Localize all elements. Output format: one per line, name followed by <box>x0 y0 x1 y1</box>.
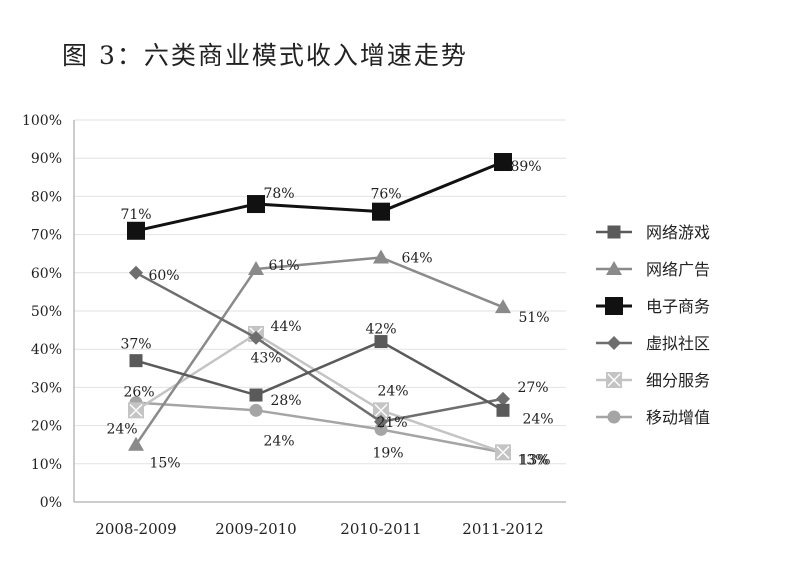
data-label: 13% <box>519 452 550 468</box>
marker-x-square <box>606 372 622 388</box>
marker-x-square <box>128 402 144 419</box>
series-line <box>135 160 504 233</box>
data-label: 24% <box>263 433 294 449</box>
y-tick-label: 100% <box>22 113 62 129</box>
marker-triangle <box>248 260 264 275</box>
data-label: 60% <box>148 268 179 284</box>
marker-square <box>127 221 145 240</box>
marker-diamond <box>374 414 388 429</box>
y-tick-label: 40% <box>31 342 62 358</box>
marker-circle <box>374 422 388 436</box>
marker-diamond <box>496 391 510 406</box>
marker-square <box>129 354 143 368</box>
series-line <box>135 340 504 412</box>
x-tick-label: 2009-2010 <box>215 520 296 538</box>
data-label: 15% <box>149 456 180 472</box>
data-label: 71% <box>120 207 151 223</box>
data-label: 78% <box>263 186 294 202</box>
legend-label: 电子商务 <box>646 297 710 316</box>
axes: 0% 10% 20% 30% 40% 50% 60% 70% 80% 90% 100% 2008-20… <box>22 113 566 538</box>
data-label: 13% <box>517 452 548 468</box>
legend-item: 电子商务 <box>596 297 710 316</box>
marker-x-square-cross <box>374 403 388 417</box>
marker-circle <box>607 410 621 424</box>
data-label: 37% <box>120 337 151 353</box>
legend-label: 网络广告 <box>646 260 710 279</box>
marker-x-square <box>373 402 389 419</box>
marker-diamond <box>129 265 143 280</box>
data-label: 24% <box>522 411 553 427</box>
series-line <box>135 401 504 454</box>
x-tick-label: 2011-2012 <box>462 520 543 538</box>
marker-triangle <box>495 299 511 314</box>
legend-label: 网络游戏 <box>646 223 710 242</box>
marker-x-square-cross <box>607 373 621 387</box>
x-tick-label: 2010-2011 <box>340 520 421 538</box>
y-tick-label: 20% <box>31 419 62 435</box>
marker-square <box>249 388 263 402</box>
legend-item: 移动增值 <box>596 408 710 427</box>
marker-x-square <box>495 444 511 461</box>
marker-square <box>374 335 388 349</box>
series-line <box>135 332 504 454</box>
grid-lines <box>74 119 566 503</box>
marker-diamond <box>607 336 621 350</box>
marker-square <box>494 153 512 172</box>
y-tick-label: 10% <box>31 457 62 473</box>
data-labels: 37% 28% 42% 24% 15% 61% 64% 51% 71% 78% 76% 89% 60% 4… <box>106 159 553 472</box>
marker-triangle <box>606 261 622 275</box>
data-label: 21% <box>376 415 407 431</box>
legend-label: 移动增值 <box>646 408 710 427</box>
legend-label: 虚拟社区 <box>646 334 710 353</box>
marker-square <box>247 195 265 214</box>
x-tick-label: 2008-2009 <box>95 520 176 538</box>
data-label: 61% <box>268 258 299 274</box>
data-label: 24% <box>377 383 408 399</box>
y-tick-label: 70% <box>31 228 62 244</box>
data-label: 89% <box>510 159 541 175</box>
legend-item: 网络游戏 <box>596 223 710 242</box>
y-tick-label: 60% <box>31 266 62 282</box>
legend-item: 细分服务 <box>596 371 710 390</box>
legend-item: 虚拟社区 <box>596 334 710 353</box>
marker-square <box>607 225 621 239</box>
y-tick-label: 80% <box>31 189 62 205</box>
data-label: 76% <box>370 187 401 203</box>
y-tick-label: 50% <box>31 304 62 320</box>
series-line <box>135 271 504 424</box>
marker-square <box>496 403 510 417</box>
y-tick-label: 90% <box>31 151 62 167</box>
data-label: 28% <box>270 393 301 409</box>
y-tick-label: 30% <box>31 380 62 396</box>
marker-circle <box>249 403 263 417</box>
y-tick-label: 0% <box>40 495 62 511</box>
marker-triangle <box>373 249 389 264</box>
legend-item: 网络广告 <box>596 260 710 279</box>
series-group <box>127 153 512 461</box>
data-label: 19% <box>372 445 403 461</box>
marker-x-square-cross <box>129 403 143 417</box>
legend-label: 细分服务 <box>646 371 710 390</box>
data-label: 51% <box>518 310 549 326</box>
data-label: 64% <box>401 251 432 267</box>
data-label: 42% <box>365 322 396 338</box>
marker-diamond <box>249 330 263 345</box>
marker-square <box>372 202 390 221</box>
marker-square <box>605 297 623 315</box>
data-label: 44% <box>270 319 301 335</box>
data-label: 26% <box>123 385 154 401</box>
data-label: 24% <box>106 421 137 437</box>
marker-x-square-cross <box>496 445 510 459</box>
marker-triangle <box>128 436 144 451</box>
series-line <box>134 256 504 446</box>
data-label: 43% <box>250 351 281 367</box>
data-label: 27% <box>517 380 548 396</box>
chart-title: 图 3：六类商业模式收入增速走势 <box>62 41 468 70</box>
